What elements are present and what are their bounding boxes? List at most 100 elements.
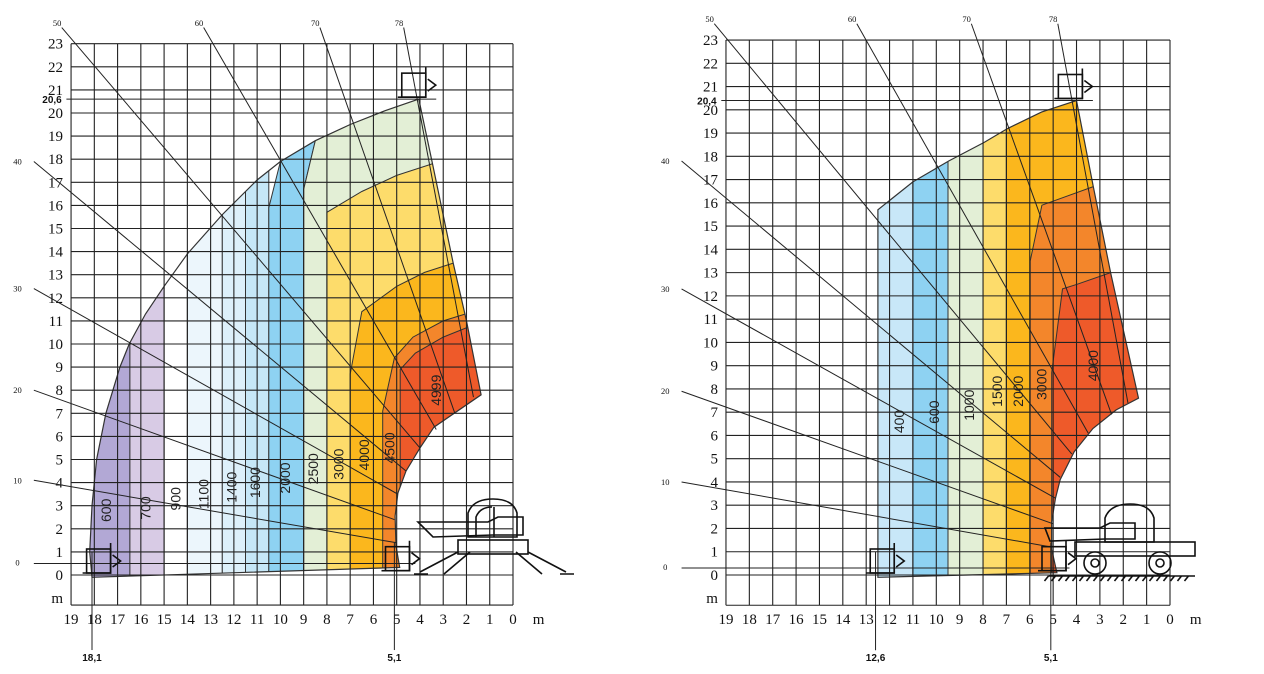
- x-tick-label: 14: [180, 612, 196, 628]
- cab: [467, 498, 518, 538]
- fork-at-max-reach: [866, 543, 906, 574]
- x-tick-label: 0: [1166, 612, 1174, 628]
- chassis: [1074, 541, 1196, 557]
- boom-angle-label: 60: [195, 18, 204, 28]
- y-tick-label: 21: [48, 83, 63, 99]
- boom-angle-label: 0: [15, 557, 19, 567]
- x-tick-label: 16: [133, 612, 149, 628]
- load-zone-label: 3000: [1033, 368, 1049, 399]
- x-tick-label: 9: [300, 612, 308, 628]
- fork-at-min-reach: [381, 540, 421, 572]
- grid: [725, 39, 1171, 606]
- boom-angle-label: 20: [661, 386, 670, 396]
- load-chart-on-wheels: 0123456789101112131415161718192021222319…: [661, 14, 1202, 664]
- boom-angle-line: [33, 479, 397, 544]
- boom-angle-line: [681, 481, 1052, 548]
- x-tick-label: 15: [157, 612, 172, 628]
- y-tick-label: 21: [703, 80, 718, 96]
- ground-line: [1043, 575, 1195, 582]
- boom-angle-line: [681, 160, 1061, 478]
- fork-icon: [866, 543, 906, 574]
- x-tick-label: 4: [1073, 612, 1081, 628]
- boom-angle-line: [970, 23, 1113, 415]
- y-tick-label: 10: [48, 337, 63, 353]
- max-height-label: 20,6: [42, 95, 62, 106]
- y-tick-label: 15: [703, 219, 718, 235]
- x-tick-label: 7: [1003, 612, 1011, 628]
- load-zone-label: 4000: [356, 439, 372, 470]
- y-tick-label: 16: [48, 198, 64, 214]
- x-tick-label: 10: [929, 612, 944, 628]
- y-tick-label: 12: [48, 291, 63, 307]
- load-zone-label: 2000: [1010, 375, 1026, 406]
- boom-angle-line: [319, 27, 456, 414]
- grid: [70, 43, 514, 606]
- y-tick-label: 2: [56, 522, 64, 538]
- y-tick-label: 8: [56, 383, 64, 399]
- y-tick-label: 13: [703, 266, 718, 282]
- load-zone-label: 4500: [382, 432, 398, 463]
- boom: [416, 516, 524, 538]
- max-reach-label: 12,6: [866, 653, 886, 664]
- x-tick-label: 17: [110, 612, 126, 628]
- y-tick-label: 7: [56, 406, 64, 422]
- fork-icon: [397, 67, 438, 98]
- x-tick-label: 9: [956, 612, 964, 628]
- load-chart-stabilized: 0123456789101112131415161718192021222319…: [13, 18, 574, 664]
- min-reach-label: 5,1: [387, 653, 401, 664]
- boom: [1043, 522, 1136, 542]
- x-tick-label: 6: [1026, 612, 1034, 628]
- fork-icon: [381, 540, 421, 572]
- x-tick-label: 16: [789, 612, 805, 628]
- x-tick-label: 12: [882, 612, 897, 628]
- fork-at-max-reach: [82, 543, 122, 574]
- y-tick-label: 7: [710, 405, 718, 421]
- x-tick-label: 19: [64, 612, 79, 628]
- boom-angle-label: 70: [962, 14, 971, 24]
- max-height-label: 20,4: [697, 96, 717, 107]
- y-axis-unit: m: [706, 591, 718, 607]
- x-tick-label: 11: [250, 612, 264, 628]
- boom-angle-line: [856, 23, 1089, 434]
- boom-angle-line: [713, 23, 1073, 455]
- x-tick-label: 15: [812, 612, 827, 628]
- boom-angle-label: 50: [705, 14, 714, 24]
- y-tick-label: 15: [48, 222, 63, 238]
- boom-angle-line: [1057, 23, 1129, 403]
- x-tick-label: 4: [416, 612, 424, 628]
- load-zone-label: 2000: [277, 462, 293, 493]
- wheel-hub: [1155, 558, 1165, 568]
- telehandler-on-wheels-icon: [1043, 503, 1196, 582]
- y-tick-label: 5: [56, 453, 64, 469]
- y-tick-label: 9: [56, 360, 64, 376]
- y-tick-label: 20: [48, 106, 63, 122]
- load-zone-label: 1000: [961, 389, 977, 420]
- y-tick-label: 17: [703, 173, 719, 189]
- pallet-outline: [400, 72, 427, 98]
- x-tick-label: 1: [486, 612, 494, 628]
- boom-angle-label: 20: [13, 385, 22, 395]
- y-tick-label: 0: [710, 568, 718, 584]
- fork-at-max-height: [1054, 68, 1094, 100]
- x-tick-label: 3: [1096, 612, 1104, 628]
- fork-at-max-height: [397, 67, 438, 98]
- y-tick-label: 9: [710, 359, 718, 375]
- x-tick-label: 13: [859, 612, 874, 628]
- x-tick-label: 12: [226, 612, 241, 628]
- x-tick-label: 2: [1120, 612, 1128, 628]
- x-tick-label: 8: [323, 612, 331, 628]
- x-axis-unit: m: [533, 612, 545, 628]
- y-tick-label: 23: [703, 33, 718, 49]
- x-tick-label: 11: [906, 612, 920, 628]
- boom-angle-line: [403, 27, 474, 398]
- fork-icon: [1054, 68, 1094, 100]
- cab-window: [475, 506, 495, 537]
- wheel-hub: [1090, 558, 1100, 568]
- load-zone-label: 400: [891, 410, 907, 434]
- x-tick-label: 13: [203, 612, 218, 628]
- x-tick-label: 6: [370, 612, 378, 628]
- boom-angle-label: 40: [661, 156, 670, 166]
- load-zone-label: 1500: [989, 375, 1005, 406]
- x-tick-label: 17: [765, 612, 781, 628]
- fork-icon: [1038, 540, 1078, 572]
